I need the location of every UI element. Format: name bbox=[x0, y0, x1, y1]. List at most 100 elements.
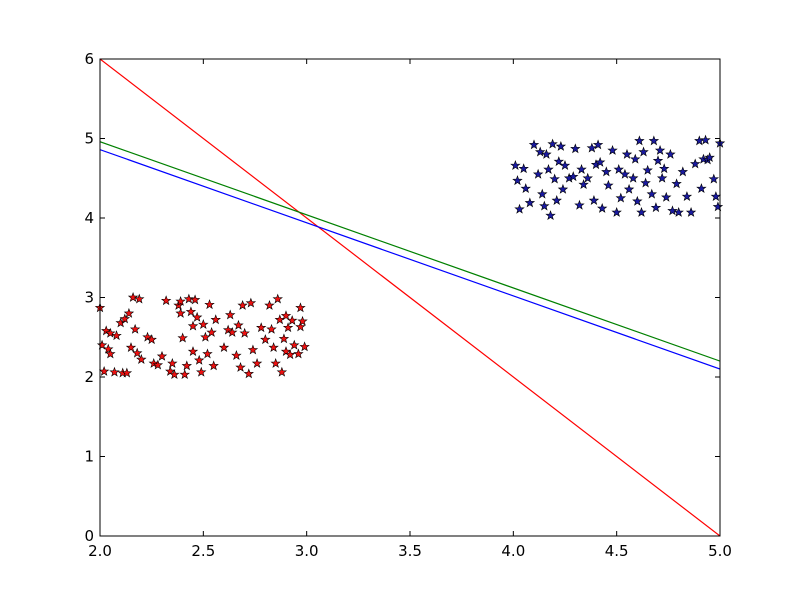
scatter-point-series-0 bbox=[152, 359, 164, 370]
line-series-0 bbox=[100, 59, 720, 536]
scatter-point-series-1 bbox=[594, 156, 606, 167]
scatter-point-series-0 bbox=[256, 322, 267, 333]
scatter-point-series-1 bbox=[524, 197, 536, 208]
scatter-point-series-0 bbox=[286, 315, 298, 325]
scatter-point-series-0 bbox=[206, 327, 217, 337]
scatter-point-series-1 bbox=[539, 200, 550, 211]
scatter-point-series-1 bbox=[661, 191, 672, 202]
scatter-point-series-0 bbox=[125, 342, 137, 353]
scatter-point-series-1 bbox=[642, 164, 653, 175]
scatter-point-series-0 bbox=[231, 350, 242, 360]
scatter-point-series-0 bbox=[111, 330, 122, 341]
scatter-point-series-0 bbox=[142, 331, 153, 342]
scatter-point-series-0 bbox=[227, 327, 238, 337]
scatter-point-series-1 bbox=[673, 206, 684, 217]
scatter-point-series-1 bbox=[685, 206, 697, 217]
scatter-point-series-0 bbox=[270, 358, 281, 368]
scatter-point-series-0 bbox=[175, 307, 186, 318]
scatter-point-series-0 bbox=[297, 315, 308, 326]
scatter-point-series-0 bbox=[198, 319, 209, 329]
scatter-point-series-0 bbox=[121, 367, 133, 378]
scatter-point-series-1 bbox=[512, 175, 523, 186]
scatter-point-series-1 bbox=[578, 179, 589, 190]
scatter-point-series-1 bbox=[570, 143, 581, 154]
scatter-point-series-1 bbox=[597, 202, 608, 213]
scatter-point-series-0 bbox=[264, 299, 275, 310]
scatter-point-series-1 bbox=[541, 148, 552, 159]
scatter-point-series-0 bbox=[245, 297, 257, 308]
scatter-point-series-1 bbox=[630, 153, 641, 164]
scatter-point-series-1 bbox=[696, 183, 707, 194]
scatter-point-series-0 bbox=[132, 347, 143, 358]
scatter-point-series-0 bbox=[129, 323, 141, 334]
scatter-point-series-0 bbox=[191, 311, 203, 322]
scatter-point-series-0 bbox=[260, 334, 271, 345]
scatter-point-series-1 bbox=[708, 173, 720, 184]
scatter-point-series-0 bbox=[109, 366, 120, 377]
regression-lines bbox=[100, 59, 720, 536]
scatter-point-series-0 bbox=[146, 334, 157, 345]
scatter-point-series-0 bbox=[127, 292, 139, 302]
scatter-point-series-1 bbox=[700, 134, 711, 145]
scatter-point-series-0 bbox=[196, 366, 207, 377]
scatter-point-series-0 bbox=[134, 293, 145, 304]
scatter-point-series-1 bbox=[532, 168, 544, 179]
scatter-point-series-0 bbox=[274, 314, 285, 325]
scatter-point-series-0 bbox=[233, 319, 244, 330]
scatter-point-series-0 bbox=[169, 369, 180, 380]
scatter-point-series-1 bbox=[704, 152, 715, 163]
scatter-point-series-1 bbox=[551, 195, 562, 205]
scatter-point-series-1 bbox=[537, 188, 548, 199]
scatter-point-series-1 bbox=[640, 177, 651, 188]
scatter-point-series-1 bbox=[559, 160, 571, 170]
scatter-point-series-1 bbox=[710, 191, 722, 201]
scatter-point-series-1 bbox=[665, 148, 676, 159]
scatter-point-series-1 bbox=[659, 163, 670, 174]
scatter-point-series-0 bbox=[282, 322, 294, 333]
scatter-point-series-0 bbox=[96, 339, 108, 350]
scatter-point-series-1 bbox=[601, 166, 612, 177]
scatter-point-series-0 bbox=[123, 307, 135, 318]
scatter-point-series-0 bbox=[235, 361, 246, 372]
scatter-point-series-1 bbox=[568, 171, 579, 182]
scatter-point-series-1 bbox=[576, 164, 587, 174]
scatter-point-series-0 bbox=[202, 348, 213, 359]
scatter-point-series-1 bbox=[681, 191, 693, 201]
x-tick-label: 3.0 bbox=[295, 542, 319, 560]
scatter-point-series-1 bbox=[623, 183, 635, 194]
scatter-point-series-0 bbox=[193, 354, 205, 365]
x-tick-label: 4.5 bbox=[605, 542, 629, 560]
scatter-point-series-1 bbox=[549, 173, 560, 184]
scatter-point-series-0 bbox=[136, 354, 147, 364]
scatter-point-series-0 bbox=[284, 349, 296, 360]
scatter-point-series-1 bbox=[518, 163, 529, 174]
scatter-point-series-1 bbox=[547, 138, 558, 149]
y-axis-tick-labels: 0 1 2 3 4 5 6 bbox=[84, 50, 94, 545]
scatter-point-series-1 bbox=[636, 206, 647, 217]
scatter-point-series-0 bbox=[175, 296, 186, 306]
x-tick-label: 2.0 bbox=[88, 542, 112, 560]
scatter-point-series-1 bbox=[607, 144, 618, 155]
scatter-point-series-0 bbox=[208, 360, 219, 371]
y-tick-label: 6 bbox=[84, 50, 94, 68]
scatter-point-series-1 bbox=[514, 203, 525, 214]
scatter-point-series-0 bbox=[200, 331, 211, 342]
scatter-point-series-1 bbox=[690, 158, 701, 169]
scatter-point-series-0 bbox=[293, 348, 304, 359]
scatter-point-series-1 bbox=[592, 139, 604, 150]
scatter-point-series-0 bbox=[185, 306, 197, 317]
scatter-point-series-1 bbox=[652, 155, 664, 166]
scatter-point-series-1 bbox=[534, 146, 546, 157]
x-tick-label: 2.5 bbox=[191, 542, 215, 560]
scatter-point-series-0 bbox=[266, 323, 277, 334]
scatter-point-series-0 bbox=[119, 313, 131, 324]
scatter-point-series-1 bbox=[667, 205, 678, 216]
scatter-point-series-1 bbox=[671, 178, 682, 189]
scatter-point-series-1 bbox=[615, 192, 627, 203]
scatter-point-series-0 bbox=[189, 294, 201, 305]
scatter-point-series-1 bbox=[555, 140, 567, 151]
scatter-point-series-1 bbox=[621, 148, 633, 159]
scatter-point-series-0 bbox=[251, 358, 263, 368]
